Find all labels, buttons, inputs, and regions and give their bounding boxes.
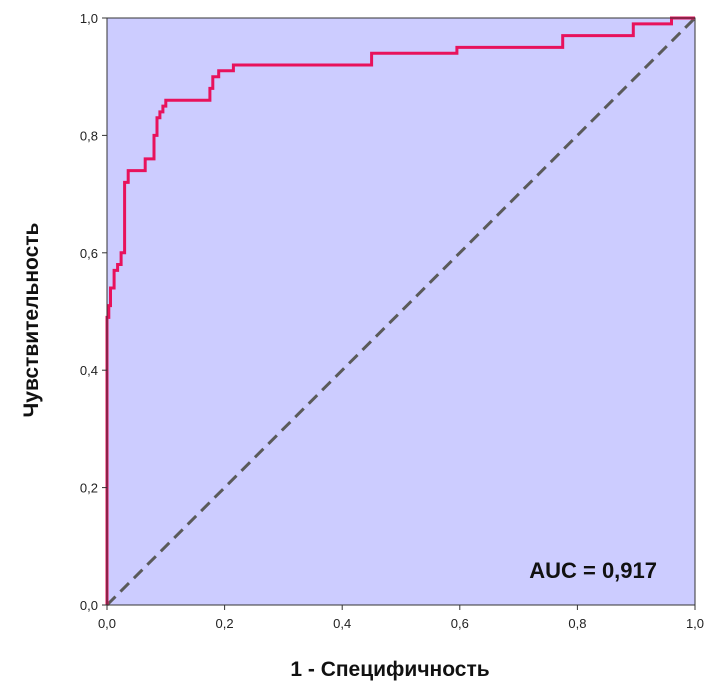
y-tick-label: 0,0 <box>80 598 98 613</box>
y-tick-label: 0,2 <box>80 481 98 496</box>
y-tick-label: 0,8 <box>80 128 98 143</box>
y-tick-label: 1,0 <box>80 11 98 26</box>
y-tick-label: 0,6 <box>80 246 98 261</box>
roc-curve-line <box>105 16 695 605</box>
reference-diagonal-line <box>105 16 697 607</box>
y-axis: 0,0 0,2 0,4 0,6 0,8 1,0 <box>80 11 107 613</box>
x-tick-label: 0,4 <box>333 616 351 631</box>
y-tick-label: 0,4 <box>80 363 98 378</box>
x-tick-label: 0,0 <box>98 616 116 631</box>
x-tick-label: 0,6 <box>451 616 469 631</box>
x-axis: 0,0 0,2 0,4 0,6 0,8 1,0 <box>98 605 704 631</box>
x-axis-title: 1 - Специфичность <box>290 658 489 681</box>
x-tick-label: 0,2 <box>216 616 234 631</box>
x-tick-label: 1,0 <box>686 616 704 631</box>
x-tick-label: 0,8 <box>568 616 586 631</box>
y-axis-title: Чувствительность <box>20 222 43 417</box>
plot-frame <box>106 17 696 606</box>
auc-annotation: AUC = 0,917 <box>529 558 657 583</box>
